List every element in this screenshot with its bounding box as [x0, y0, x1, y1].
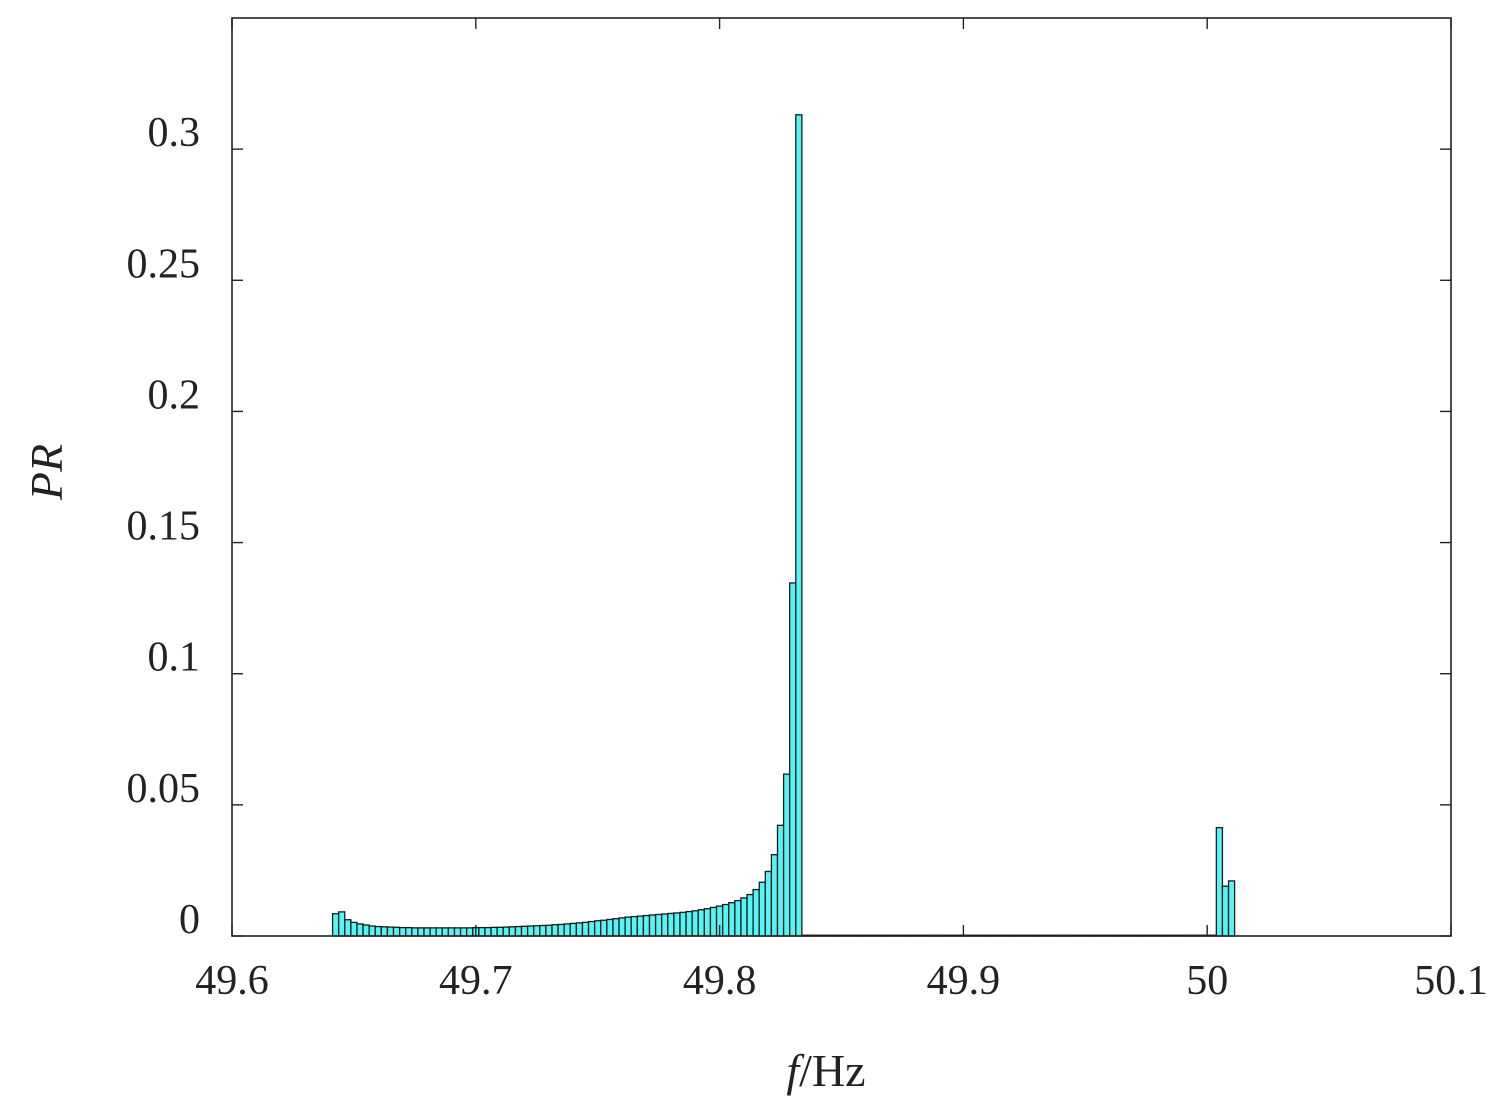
- bar: [703, 908, 712, 937]
- y-tick-labels: 0 0.05 0.1 0.15 0.2 0.25 0.3: [127, 110, 201, 943]
- bar: [691, 910, 699, 937]
- bar: [563, 923, 571, 937]
- bar: [770, 854, 779, 937]
- x-axis-label: f/Hz: [786, 1045, 865, 1096]
- bar: [466, 927, 474, 937]
- bar: [685, 910, 693, 937]
- bar: [405, 926, 413, 937]
- plot-frame: [231, 17, 1452, 937]
- bar: [478, 926, 486, 937]
- bar: [533, 925, 541, 937]
- bar: [551, 924, 559, 937]
- bar: [398, 926, 407, 937]
- bar: [374, 925, 382, 937]
- x-tick-label: 50.1: [1414, 958, 1488, 1004]
- y-tick-label: 0: [179, 897, 200, 943]
- x-tick-label: 50: [1186, 958, 1228, 1004]
- bar: [673, 912, 681, 937]
- y-tick-label: 0.2: [148, 372, 201, 418]
- bar: [453, 927, 462, 937]
- bar: [508, 926, 517, 937]
- bar: [356, 923, 364, 937]
- bar: [587, 920, 596, 937]
- bar: [484, 926, 492, 937]
- bar: [1215, 827, 1224, 937]
- bar: [612, 918, 620, 937]
- bar: [459, 927, 468, 937]
- bar: [392, 926, 401, 937]
- bar: [362, 924, 370, 937]
- bar: [423, 927, 431, 937]
- bar: [338, 911, 346, 937]
- bar: [575, 922, 584, 937]
- bar: [569, 922, 578, 937]
- bar: [661, 913, 669, 937]
- y-tick-label: 0.05: [127, 766, 201, 812]
- bar: [764, 870, 773, 937]
- x-tick-labels: 49.6 49.7 49.8 49.9 50 50.1: [195, 958, 1488, 1004]
- bar: [606, 918, 614, 937]
- bar: [630, 915, 638, 937]
- bar: [368, 925, 376, 937]
- bar: [642, 914, 651, 937]
- axis-ticks: [231, 18, 1452, 937]
- x-tick-label: 49.9: [927, 958, 1001, 1004]
- bar: [734, 899, 742, 937]
- bar: [380, 926, 389, 937]
- bar: [624, 916, 632, 937]
- bar: [526, 925, 535, 937]
- bar: [447, 927, 456, 937]
- bar: [728, 902, 736, 937]
- bar: [789, 582, 797, 937]
- bar: [709, 906, 718, 937]
- bar-series: [331, 114, 1236, 937]
- bar: [411, 927, 419, 937]
- bar: [776, 824, 785, 937]
- bar: [539, 924, 547, 937]
- bar: [752, 888, 760, 937]
- bar: [782, 773, 791, 937]
- bar: [557, 923, 565, 937]
- bar: [594, 920, 602, 937]
- bar: [679, 911, 687, 937]
- bar: [429, 927, 437, 937]
- bar: [435, 927, 443, 937]
- bar: [667, 912, 675, 937]
- x-tick-label: 49.7: [439, 958, 513, 1004]
- bar: [490, 926, 498, 937]
- bar: [636, 915, 645, 937]
- y-tick-label: 0.3: [148, 110, 201, 156]
- bar: [1227, 880, 1236, 937]
- bar: [417, 927, 425, 937]
- bar: [386, 926, 395, 937]
- bar: [502, 926, 510, 937]
- bar: [600, 919, 608, 937]
- bar: [618, 917, 626, 937]
- bar: [697, 909, 706, 937]
- bar: [441, 927, 450, 937]
- bar: [746, 893, 754, 937]
- x-tick-label: 49.6: [195, 958, 269, 1004]
- bar: [350, 921, 358, 937]
- bar: [740, 897, 748, 937]
- bar: [654, 913, 663, 937]
- bar: [795, 114, 803, 937]
- bar: [581, 921, 590, 937]
- bar: [648, 914, 657, 937]
- y-tick-label: 0.25: [127, 241, 201, 287]
- y-tick-label: 0.15: [127, 504, 201, 550]
- bar: [514, 925, 523, 937]
- y-tick-label: 0.1: [148, 635, 201, 681]
- bar: [331, 913, 340, 937]
- x-tick-label: 49.8: [683, 958, 757, 1004]
- bar: [520, 925, 529, 937]
- bar: [344, 919, 352, 937]
- y-axis-label: PR: [21, 444, 72, 501]
- bar: [545, 924, 553, 937]
- bar: [496, 926, 504, 937]
- bar: [722, 903, 730, 937]
- bar: [758, 881, 766, 937]
- bar: [1221, 885, 1230, 937]
